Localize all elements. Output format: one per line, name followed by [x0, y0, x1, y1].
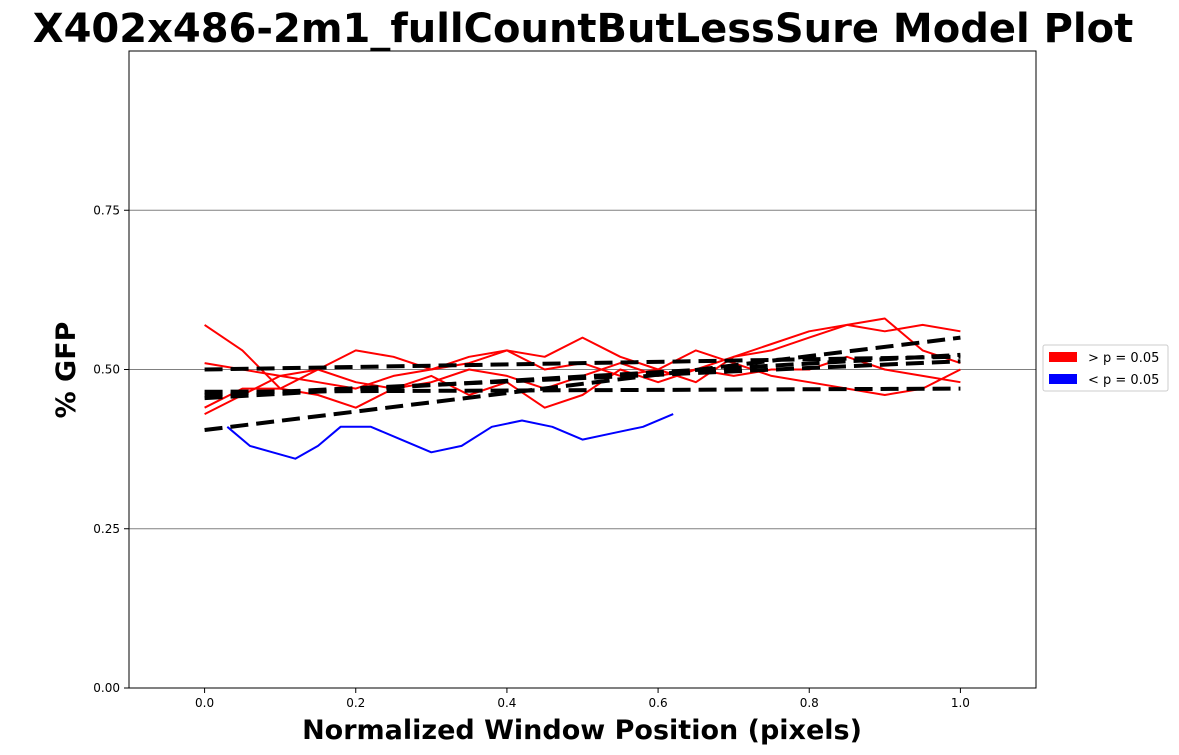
x-tick-label: 0.0 — [195, 696, 214, 710]
legend-label-red: > p = 0.05 — [1088, 351, 1159, 366]
chart-title: X402x486-2m1_fullCountButLessSure Model … — [33, 6, 1134, 52]
fit-line-4 — [204, 359, 961, 397]
y-axis-ticks: 0.00 0.25 0.50 0.75 — [93, 203, 129, 695]
series-line-4 — [226, 413, 674, 460]
y-tick-label: 0.00 — [93, 681, 120, 695]
legend-swatch-blue — [1049, 374, 1077, 384]
x-tick-label: 0.8 — [800, 696, 819, 710]
x-tick-label: 0.2 — [346, 696, 365, 710]
y-tick-label: 0.50 — [93, 363, 120, 377]
legend: > p = 0.05 < p = 0.05 — [1042, 344, 1169, 392]
fit-line-0 — [204, 354, 961, 372]
y-tick-label: 0.75 — [93, 203, 120, 217]
fit-line-3 — [204, 386, 961, 394]
legend-swatch-red — [1049, 352, 1077, 362]
x-tick-label: 1.0 — [951, 696, 970, 710]
y-axis-label: % GFP — [51, 322, 82, 419]
x-axis-ticks: 0.0 0.2 0.4 0.6 0.8 1.0 — [195, 688, 970, 710]
x-tick-label: 0.6 — [649, 696, 668, 710]
x-axis-label: Normalized Window Position (pixels) — [302, 715, 862, 746]
y-tick-label: 0.25 — [93, 522, 120, 536]
x-tick-label: 0.4 — [497, 696, 516, 710]
fit-line-2 — [204, 335, 961, 433]
series-line-0 — [204, 336, 961, 396]
fit-layer — [204, 335, 961, 433]
legend-label-blue: < p = 0.05 — [1088, 373, 1159, 388]
